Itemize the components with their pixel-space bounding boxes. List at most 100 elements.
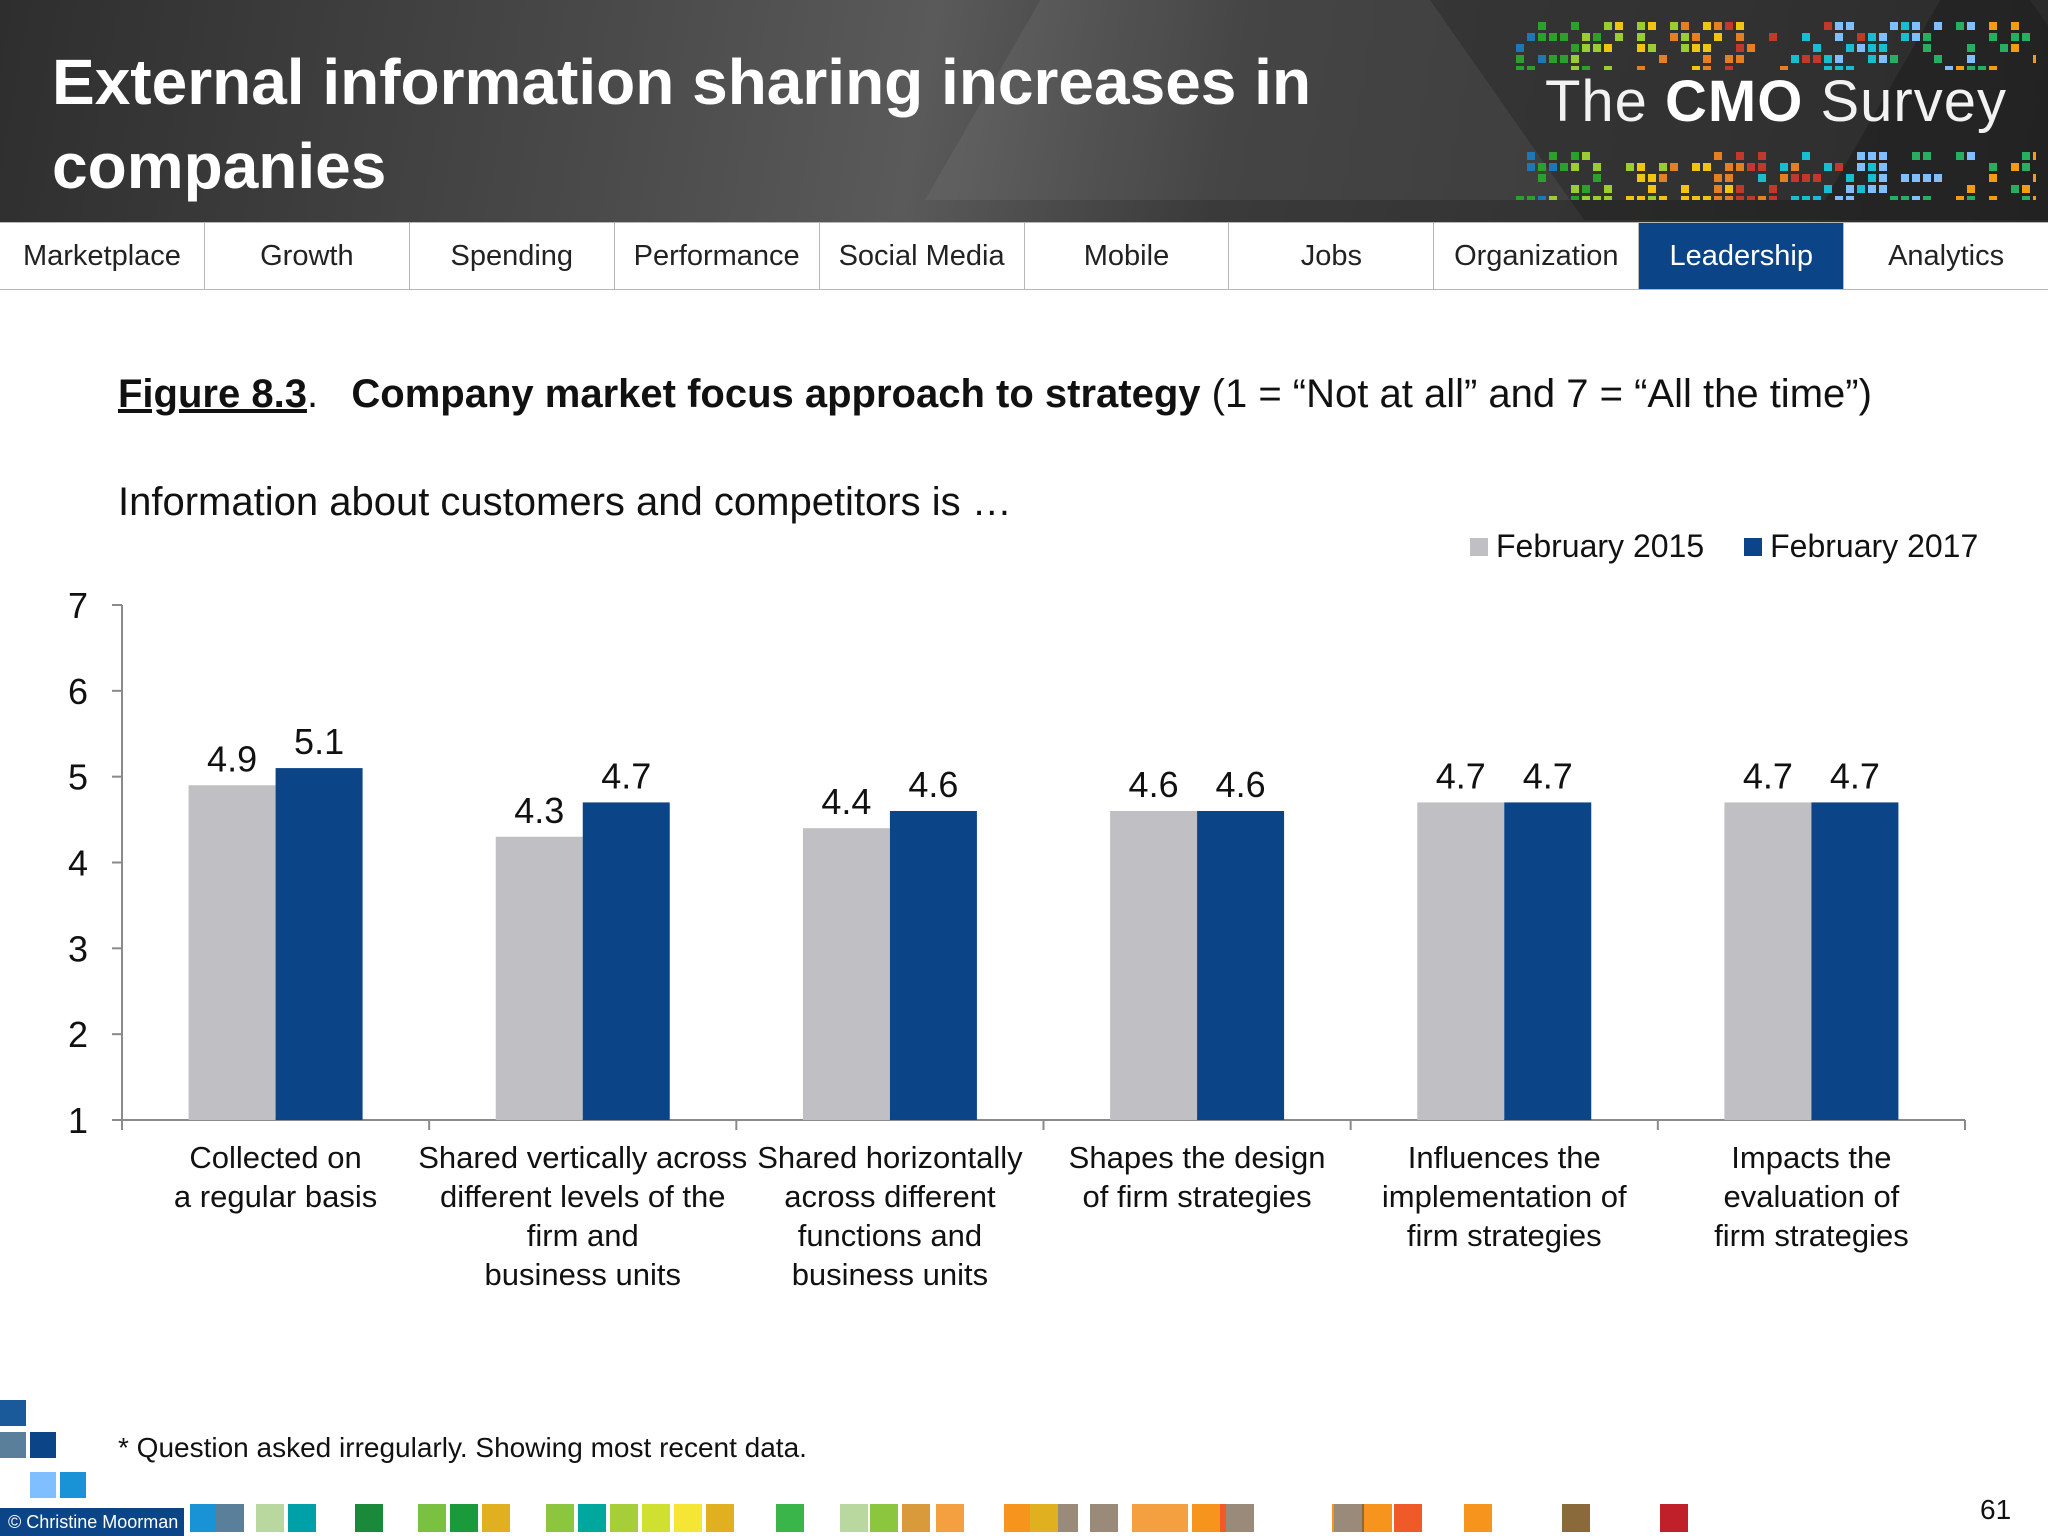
footer-decoration xyxy=(0,1400,1688,1532)
data-label: 4.9 xyxy=(207,738,257,779)
data-label: 4.3 xyxy=(514,790,564,831)
footer-square xyxy=(1226,1504,1254,1532)
footer-square xyxy=(190,1504,218,1532)
logo-pixel xyxy=(1835,163,1843,171)
footer-square xyxy=(0,1432,26,1458)
bar xyxy=(802,828,890,1120)
logo-pixel xyxy=(1923,152,1931,160)
tab-mobile[interactable]: Mobile xyxy=(1025,223,1230,289)
footer-square xyxy=(1660,1504,1688,1532)
footer-square xyxy=(578,1504,606,1532)
footer-square xyxy=(1562,1504,1590,1532)
data-label: 4.7 xyxy=(1830,755,1880,796)
y-tick-label: 1 xyxy=(68,1100,88,1141)
footer-square xyxy=(642,1504,670,1532)
legend-swatch xyxy=(1744,537,1763,556)
section-nav: Marketplace Growth Spending Performance Soci… xyxy=(0,222,2048,290)
logo-pixel xyxy=(1736,22,1744,30)
tab-jobs[interactable]: Jobs xyxy=(1229,223,1435,289)
logo-pixel xyxy=(1736,163,1744,171)
logo-pixel xyxy=(1637,66,1645,70)
logo-pixel xyxy=(1692,44,1700,52)
logo-pixel xyxy=(2011,185,2019,193)
logo-pixel xyxy=(1813,196,1821,200)
bar xyxy=(275,768,363,1120)
tab-leadership[interactable]: Leadership xyxy=(1639,223,1845,289)
tab-organization[interactable]: Organization xyxy=(1434,223,1640,289)
logo-pixel xyxy=(1549,196,1557,200)
logo-pixel xyxy=(1582,44,1590,52)
logo-pixel xyxy=(2022,152,2030,160)
logo-pixel xyxy=(1538,33,1546,41)
bar xyxy=(582,802,670,1120)
logo-pixel xyxy=(1725,55,1733,63)
logo-pixel xyxy=(1582,196,1590,200)
tab-marketplace[interactable]: Marketplace xyxy=(0,223,205,289)
logo-pixel xyxy=(1912,174,1920,182)
logo-pixel xyxy=(1549,33,1557,41)
logo-pixel xyxy=(1560,55,1568,63)
logo-pixel xyxy=(1802,55,1810,63)
tab-social-media[interactable]: Social Media xyxy=(820,223,1025,289)
footer-square xyxy=(256,1504,284,1532)
bar xyxy=(495,836,583,1120)
logo-pixel xyxy=(1538,196,1546,200)
footer-square xyxy=(1192,1504,1220,1532)
logo-pixel xyxy=(2000,44,2008,52)
logo-pixel xyxy=(1857,152,1865,160)
tab-spending[interactable]: Spending xyxy=(410,223,615,289)
logo-pixel xyxy=(1857,44,1865,52)
logo-pixel xyxy=(2033,196,2036,200)
logo-pixel xyxy=(1571,22,1579,30)
logo-pixel xyxy=(1703,55,1711,63)
logo-pixel xyxy=(2011,33,2019,41)
legend-item: February 2017 xyxy=(1744,528,1978,565)
logo-pixel xyxy=(1857,185,1865,193)
logo-pixel xyxy=(1681,44,1689,52)
logo-pixel xyxy=(1890,55,1898,63)
logo-pixel xyxy=(1879,174,1887,182)
logo-pixel xyxy=(1989,66,1997,70)
y-tick-label: 6 xyxy=(68,671,88,712)
logo-pixel xyxy=(1890,22,1898,30)
data-label: 4.6 xyxy=(1129,764,1179,805)
logo-pixel xyxy=(1791,174,1799,182)
y-tick-label: 3 xyxy=(68,928,88,969)
logo-pixel xyxy=(1945,66,1953,70)
data-label: 4.7 xyxy=(1743,755,1793,796)
logo-pixel xyxy=(1758,152,1766,160)
logo-pixel xyxy=(1736,33,1744,41)
bar xyxy=(1811,802,1899,1120)
logo-pixel xyxy=(1582,185,1590,193)
logo-pixel xyxy=(1714,185,1722,193)
logo-pixel xyxy=(1956,66,1964,70)
logo-pixel xyxy=(1648,174,1656,182)
figure-heading: Figure 8.3. Company market focus approac… xyxy=(118,372,1872,416)
y-tick-label: 4 xyxy=(68,843,88,884)
logo-pixel xyxy=(1714,22,1722,30)
logo-pixel xyxy=(1901,22,1909,30)
logo-pixel xyxy=(1527,196,1535,200)
logo-pixel xyxy=(1604,196,1612,200)
logo-pixel xyxy=(1637,174,1645,182)
logo-pixel xyxy=(1703,66,1711,70)
logo-pixel xyxy=(1538,22,1546,30)
tab-performance[interactable]: Performance xyxy=(615,223,820,289)
logo-pixel xyxy=(1923,44,1931,52)
x-tick-label: Impacts the evaluation of firm strategies xyxy=(1714,1140,1909,1253)
data-label: 4.4 xyxy=(821,781,871,822)
logo-pixel xyxy=(1659,196,1667,200)
footer-square xyxy=(216,1504,244,1532)
logo-pixels-bottom xyxy=(1516,152,2036,200)
logo-pixel xyxy=(1791,55,1799,63)
logo-pixel xyxy=(1681,33,1689,41)
logo-pixel xyxy=(1747,44,1755,52)
logo-pixel xyxy=(1516,196,1524,200)
footer-square xyxy=(840,1504,868,1532)
tab-growth[interactable]: Growth xyxy=(205,223,410,289)
logo-pixel xyxy=(1571,163,1579,171)
footer-square xyxy=(902,1504,930,1532)
logo-pixel xyxy=(2011,163,2019,171)
data-label: 4.6 xyxy=(908,764,958,805)
tab-analytics[interactable]: Analytics xyxy=(1888,239,2005,272)
